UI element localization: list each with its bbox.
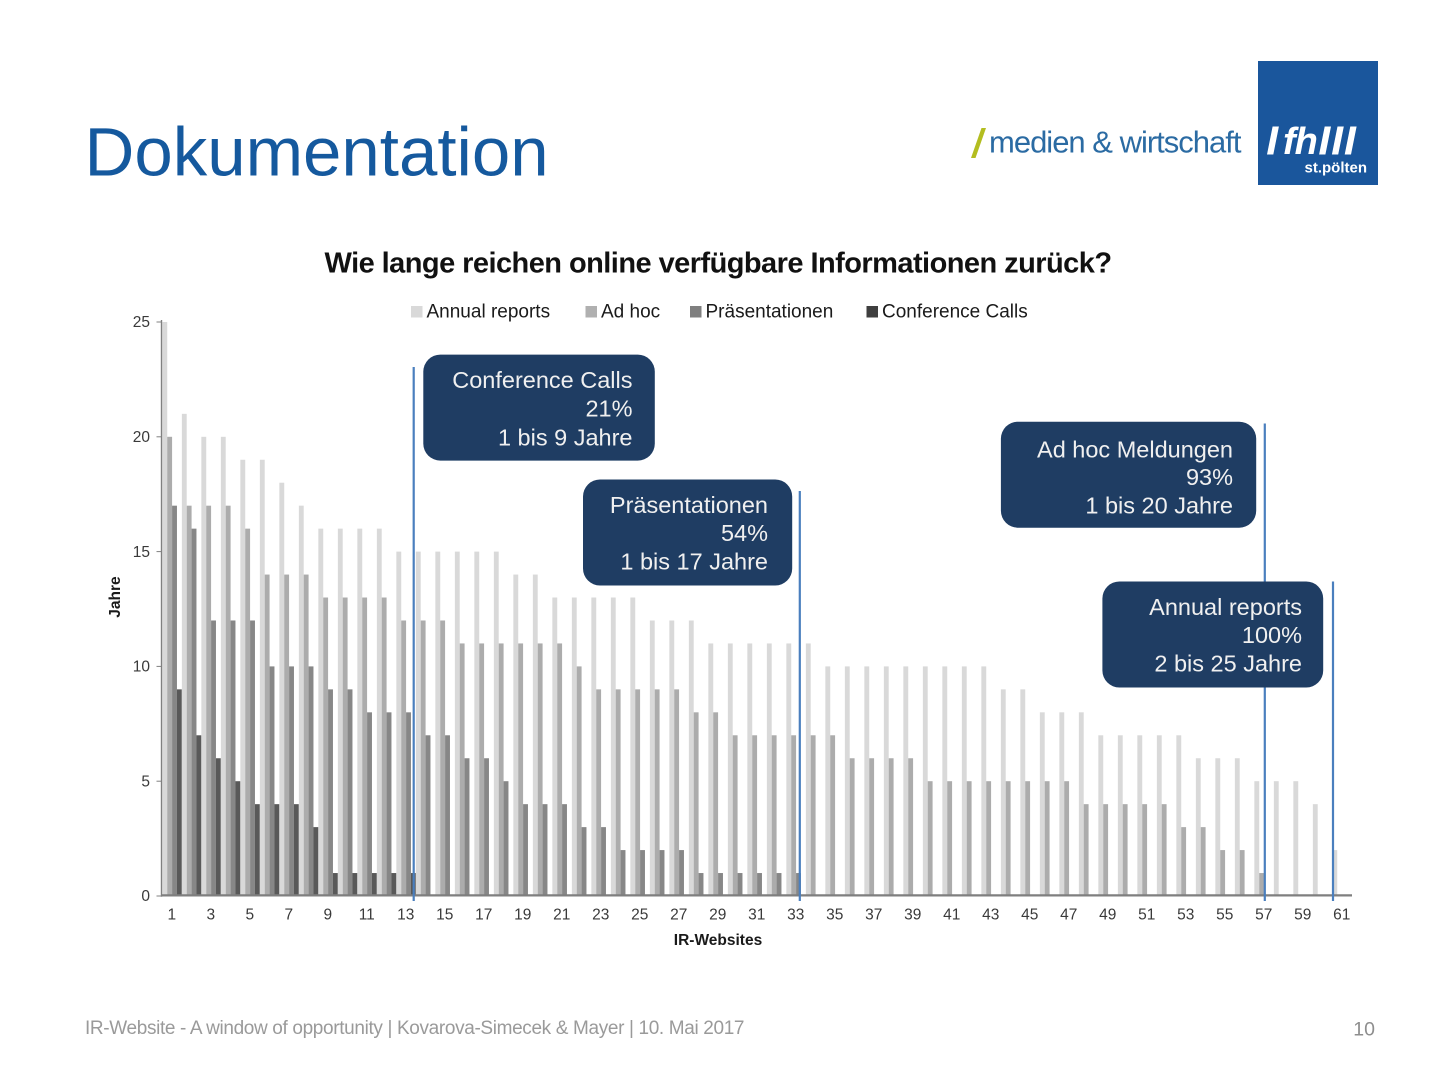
svg-text:35: 35	[826, 907, 843, 924]
svg-text:Jahre: Jahre	[107, 576, 124, 618]
svg-text:Annual reports: Annual reports	[1149, 594, 1302, 620]
svg-text:1 bis 17 Jahre: 1 bis 17 Jahre	[620, 548, 768, 574]
svg-text:21: 21	[553, 907, 570, 924]
svg-text:43: 43	[982, 907, 999, 924]
svg-text:13: 13	[397, 907, 414, 924]
svg-text:Conference Calls: Conference Calls	[882, 302, 1028, 323]
svg-text:Präsentationen: Präsentationen	[610, 492, 768, 518]
svg-text:7: 7	[284, 907, 293, 924]
svg-text:10: 10	[1353, 1019, 1375, 1041]
svg-text:20: 20	[133, 429, 151, 446]
svg-text:Ad hoc Meldungen: Ad hoc Meldungen	[1037, 436, 1233, 462]
svg-text:3: 3	[206, 907, 215, 924]
svg-text:Conference Calls: Conference Calls	[452, 367, 632, 393]
svg-text:0: 0	[141, 888, 150, 905]
svg-text:st.pölten: st.pölten	[1305, 160, 1368, 177]
svg-text:45: 45	[1021, 907, 1038, 924]
svg-text:55: 55	[1216, 907, 1233, 924]
svg-text:100%: 100%	[1242, 622, 1302, 648]
svg-text:57: 57	[1255, 907, 1272, 924]
svg-text:19: 19	[514, 907, 531, 924]
svg-text:5: 5	[245, 907, 254, 924]
svg-text:51: 51	[1138, 907, 1155, 924]
svg-text:41: 41	[943, 907, 960, 924]
svg-text:17: 17	[475, 907, 492, 924]
svg-text:fh: fh	[1283, 121, 1317, 163]
svg-text:1 bis 20 Jahre: 1 bis 20 Jahre	[1085, 493, 1233, 519]
svg-text:31: 31	[748, 907, 765, 924]
svg-text:Wie lange reichen online verfü: Wie lange reichen online verfügbare Info…	[325, 248, 1112, 280]
svg-text:Präsentationen: Präsentationen	[706, 302, 834, 323]
svg-text:IR-Websites: IR-Websites	[674, 932, 762, 949]
svg-text:Dokumentation: Dokumentation	[85, 114, 549, 191]
svg-text:53: 53	[1177, 907, 1194, 924]
svg-text:15: 15	[436, 907, 453, 924]
svg-text:25: 25	[631, 907, 648, 924]
svg-text:11: 11	[359, 907, 375, 924]
svg-text:23: 23	[592, 907, 609, 924]
svg-text:33: 33	[787, 907, 804, 924]
svg-text:39: 39	[904, 907, 921, 924]
svg-text:medien & wirtschaft: medien & wirtschaft	[989, 125, 1242, 160]
svg-text:5: 5	[141, 773, 150, 790]
svg-text:15: 15	[133, 544, 150, 561]
svg-text:47: 47	[1060, 907, 1077, 924]
svg-text:27: 27	[670, 907, 687, 924]
svg-text:2 bis 25 Jahre: 2 bis 25 Jahre	[1154, 651, 1302, 677]
svg-text:25: 25	[133, 314, 150, 331]
svg-text:37: 37	[865, 907, 882, 924]
svg-text:Ad hoc: Ad hoc	[601, 302, 660, 323]
svg-text:IR-Website - A window of oppor: IR-Website - A window of opportunity | K…	[85, 1018, 744, 1039]
svg-text:1 bis 9 Jahre: 1 bis 9 Jahre	[498, 425, 633, 451]
svg-text:93%: 93%	[1186, 464, 1233, 490]
svg-text:54%: 54%	[721, 520, 768, 546]
svg-text:21%: 21%	[585, 395, 632, 421]
svg-text:9: 9	[323, 907, 332, 924]
svg-text:59: 59	[1294, 907, 1311, 924]
svg-text:49: 49	[1099, 907, 1116, 924]
svg-text:10: 10	[133, 659, 151, 676]
svg-text:1: 1	[167, 907, 176, 924]
svg-text:Annual reports: Annual reports	[427, 302, 551, 323]
svg-text:29: 29	[709, 907, 726, 924]
svg-text:61: 61	[1333, 907, 1350, 924]
